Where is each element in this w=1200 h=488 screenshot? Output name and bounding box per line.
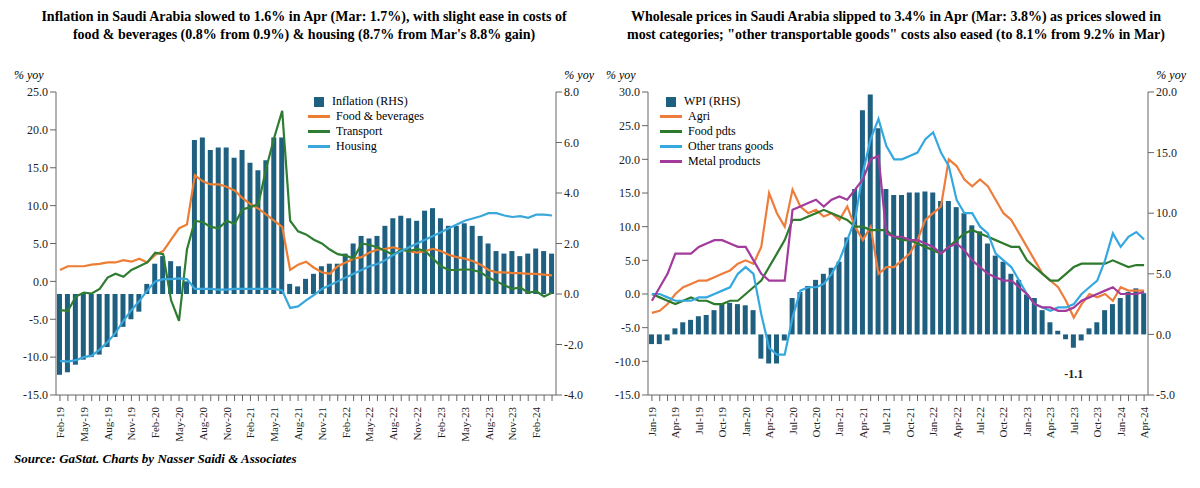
svg-text:-2.0: -2.0: [564, 338, 583, 352]
svg-text:5.0: 5.0: [33, 237, 48, 251]
svg-text:0.0: 0.0: [564, 287, 579, 301]
svg-text:20.0: 20.0: [619, 153, 640, 167]
svg-text:Feb-20: Feb-20: [149, 407, 161, 439]
html-text:Wholesale prices in Saudi Arab: Wholesale prices in Saudi Arabia slipped…: [627, 9, 1165, 42]
svg-text:-4.0: -4.0: [564, 388, 583, 402]
svg-text:0.0: 0.0: [33, 275, 48, 289]
svg-text:15.0: 15.0: [619, 186, 640, 200]
html-text:Food pdts: Food pdts: [688, 124, 736, 138]
svg-text:Feb-23: Feb-23: [435, 407, 447, 439]
html-text:Transport: Transport: [336, 124, 383, 138]
svg-text:Nov-20: Nov-20: [221, 407, 233, 441]
svg-text:4.0: 4.0: [564, 186, 579, 200]
svg-text:-5.0: -5.0: [621, 321, 640, 335]
svg-text:25.0: 25.0: [619, 119, 640, 133]
svg-text:Aug-20: Aug-20: [197, 407, 209, 441]
svg-text:Jan-19: Jan-19: [646, 407, 658, 437]
html-text:Inflation in Saudi Arabia slow: Inflation in Saudi Arabia slowed to 1.6%…: [41, 9, 567, 42]
svg-text:Aug-21: Aug-21: [292, 407, 304, 441]
svg-text:Aug-22: Aug-22: [387, 407, 399, 441]
html-text:Agri: Agri: [688, 109, 710, 123]
html-text:Other trans goods: Other trans goods: [688, 139, 774, 153]
svg-text:Jan-21: Jan-21: [833, 407, 845, 436]
svg-text:Oct-20: Oct-20: [810, 407, 822, 438]
svg-text:20.0: 20.0: [27, 123, 48, 137]
svg-text:Feb-22: Feb-22: [340, 407, 352, 438]
svg-text:10.0: 10.0: [1156, 206, 1177, 220]
svg-text:May-23: May-23: [459, 407, 471, 442]
html-text:Housing: Housing: [336, 139, 377, 153]
svg-text:5.0: 5.0: [625, 254, 640, 268]
svg-text:20.0: 20.0: [1156, 85, 1177, 99]
svg-text:Apr-20: Apr-20: [763, 407, 775, 439]
html-text:Source: GaStat. Charts by Nass: Source: GaStat. Charts by Nasser Saidi &…: [14, 451, 297, 466]
svg-text:2.0: 2.0: [564, 237, 579, 251]
html-text:% yoy: % yoy: [606, 68, 636, 82]
svg-text:Aug-19: Aug-19: [102, 407, 114, 441]
svg-text:Nov-19: Nov-19: [125, 407, 137, 441]
svg-text:Oct-21: Oct-21: [904, 407, 916, 438]
svg-text:Oct-22: Oct-22: [997, 407, 1009, 438]
svg-text:May-22: May-22: [363, 407, 375, 442]
svg-text:Jan-24: Jan-24: [1115, 407, 1127, 437]
html-text:% yoy: % yoy: [564, 68, 594, 82]
svg-text:Feb-24: Feb-24: [530, 407, 542, 439]
svg-text:8.0: 8.0: [564, 85, 579, 99]
svg-text:-10.0: -10.0: [615, 355, 640, 369]
html-text:Inflation (RHS): Inflation (RHS): [332, 94, 408, 108]
svg-text:Oct-19: Oct-19: [716, 407, 728, 438]
svg-text:Jan-22: Jan-22: [927, 407, 939, 436]
html-text:Metal products: Metal products: [688, 154, 761, 168]
svg-text:May-21: May-21: [268, 407, 280, 442]
svg-text:Jul-20: Jul-20: [787, 407, 799, 435]
svg-text:30.0: 30.0: [619, 85, 640, 99]
svg-text:0.0: 0.0: [625, 287, 640, 301]
svg-text:May-20: May-20: [173, 407, 185, 442]
svg-text:25.0: 25.0: [27, 85, 48, 99]
svg-text:Apr-21: Apr-21: [857, 407, 869, 439]
svg-text:Apr-19: Apr-19: [669, 407, 681, 439]
svg-text:10.0: 10.0: [27, 199, 48, 213]
svg-text:10.0: 10.0: [619, 220, 640, 234]
svg-text:Apr-23: Apr-23: [1044, 407, 1056, 439]
svg-text:Nov-21: Nov-21: [316, 407, 328, 441]
html-text:% yoy: % yoy: [1156, 68, 1186, 82]
svg-text:-5.0: -5.0: [1156, 388, 1175, 402]
svg-text:Nov-22: Nov-22: [411, 407, 423, 441]
svg-text:Feb-21: Feb-21: [244, 407, 256, 438]
svg-text:Jul-19: Jul-19: [693, 407, 705, 435]
svg-text:15.0: 15.0: [27, 161, 48, 175]
svg-text:Apr-24: Apr-24: [1138, 407, 1150, 439]
svg-text:5.0: 5.0: [1156, 267, 1171, 281]
svg-text:6.0: 6.0: [564, 136, 579, 150]
svg-text:Aug-23: Aug-23: [483, 407, 495, 441]
svg-text:-5.0: -5.0: [29, 313, 48, 327]
svg-text:-15.0: -15.0: [23, 388, 48, 402]
svg-text:-15.0: -15.0: [615, 388, 640, 402]
svg-text:-10.0: -10.0: [23, 350, 48, 364]
html-text:WPI (RHS): WPI (RHS): [684, 94, 741, 108]
svg-text:Jan-23: Jan-23: [1021, 407, 1033, 437]
svg-text:-1.1: -1.1: [1064, 367, 1083, 381]
svg-text:Jul-21: Jul-21: [880, 407, 892, 435]
svg-text:Jul-22: Jul-22: [974, 407, 986, 435]
svg-text:Nov-23: Nov-23: [506, 407, 518, 441]
svg-text:0.0: 0.0: [1156, 328, 1171, 342]
svg-text:Jan-20: Jan-20: [740, 407, 752, 437]
svg-text:Feb-19: Feb-19: [54, 407, 66, 439]
svg-text:15.0: 15.0: [1156, 146, 1177, 160]
svg-text:Jul-23: Jul-23: [1068, 407, 1080, 435]
html-text:% yoy: % yoy: [14, 68, 44, 82]
svg-text:Apr-22: Apr-22: [951, 407, 963, 439]
svg-text:Oct-23: Oct-23: [1091, 407, 1103, 438]
svg-text:May-19: May-19: [78, 407, 90, 442]
html-text:Food & beverages: Food & beverages: [336, 109, 424, 123]
